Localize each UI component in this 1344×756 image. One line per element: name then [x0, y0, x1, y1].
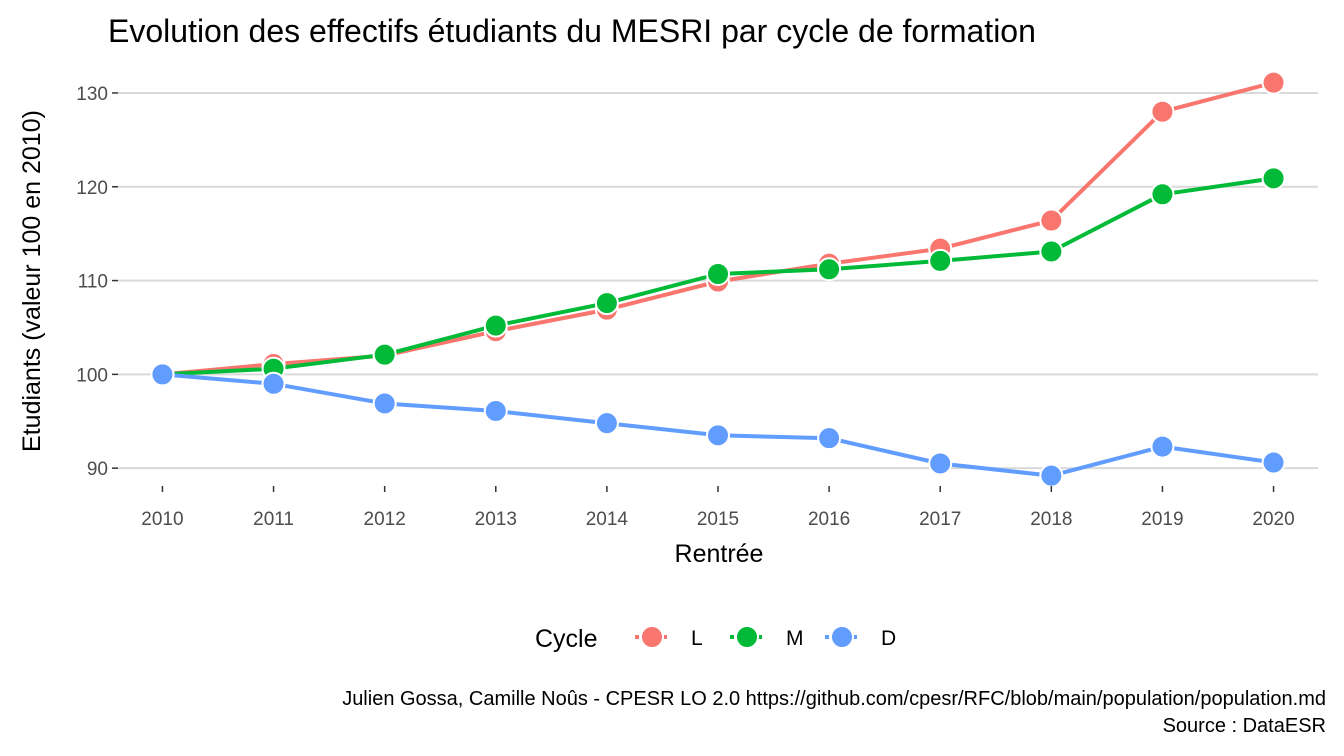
legend-label: D [881, 627, 896, 650]
data-point-D [1039, 463, 1064, 488]
x-tick-label: 2013 [475, 509, 517, 530]
data-point-L [1261, 70, 1286, 95]
legend-key-point [640, 625, 664, 649]
y-tick-label: 120 [76, 178, 108, 199]
legend-item-D: D [825, 625, 896, 650]
x-tick-label: 2012 [364, 509, 406, 530]
data-point-D [706, 423, 730, 448]
x-tick-label: 2016 [808, 509, 850, 530]
y-tick-label: 110 [78, 272, 108, 293]
data-point-D [594, 411, 619, 436]
x-tick-label: 2015 [697, 509, 739, 530]
x-axis-ticks: 2010 2011 2012 2013 2014 2015 2016 2017 2018 2019… [141, 486, 1295, 530]
x-axis-title: Rentrée [675, 540, 764, 568]
x-tick-label: 2010 [141, 509, 183, 530]
x-tick-label: 2019 [1141, 509, 1183, 530]
legend-item-M: M [730, 625, 804, 650]
legend-title: Cycle [535, 625, 598, 653]
data-point-M [372, 342, 397, 367]
data-point-D [483, 398, 508, 423]
data-point-M [594, 291, 619, 316]
chart-title: Evolution des effectifs étudiants du MES… [108, 13, 1036, 49]
x-tick-label: 2017 [919, 509, 961, 530]
y-tick-label: 100 [76, 365, 108, 386]
legend-item-L: L [635, 625, 703, 650]
data-point-D [1150, 434, 1175, 459]
data-point-M [1261, 166, 1286, 191]
legend: Cycle L M D [535, 625, 896, 653]
data-points [150, 70, 1286, 488]
data-point-D [261, 371, 286, 396]
data-point-M [817, 257, 842, 282]
data-point-M [706, 262, 730, 286]
y-axis-ticks: 90 100 110 120 130 [76, 84, 118, 480]
data-point-M [483, 313, 508, 338]
legend-label: L [691, 627, 703, 650]
legend-key-point [830, 625, 854, 649]
caption-source: Source : DataESR [1163, 715, 1326, 737]
data-point-D [150, 362, 175, 387]
data-point-M [1150, 182, 1175, 207]
data-point-L [1150, 99, 1175, 124]
x-tick-label: 2020 [1252, 509, 1294, 530]
caption-credit: Julien Gossa, Camille Noûs - CPESR LO 2.… [342, 688, 1326, 710]
x-tick-label: 2018 [1030, 509, 1072, 530]
data-point-M [1039, 239, 1064, 264]
y-axis-title: Etudiants (valeur 100 en 2010) [18, 110, 46, 452]
data-point-M [928, 248, 953, 273]
legend-label: M [786, 627, 804, 650]
y-tick-label: 130 [76, 84, 108, 105]
data-point-D [372, 391, 397, 416]
x-tick-label: 2011 [253, 509, 294, 530]
data-point-D [928, 451, 953, 476]
data-point-L [1039, 208, 1064, 233]
data-point-D [817, 426, 842, 451]
series-line-L [162, 80, 1275, 377]
y-tick-label: 90 [87, 459, 108, 480]
data-point-D [1261, 450, 1286, 475]
x-tick-label: 2014 [586, 509, 629, 530]
legend-key-point [735, 625, 759, 649]
